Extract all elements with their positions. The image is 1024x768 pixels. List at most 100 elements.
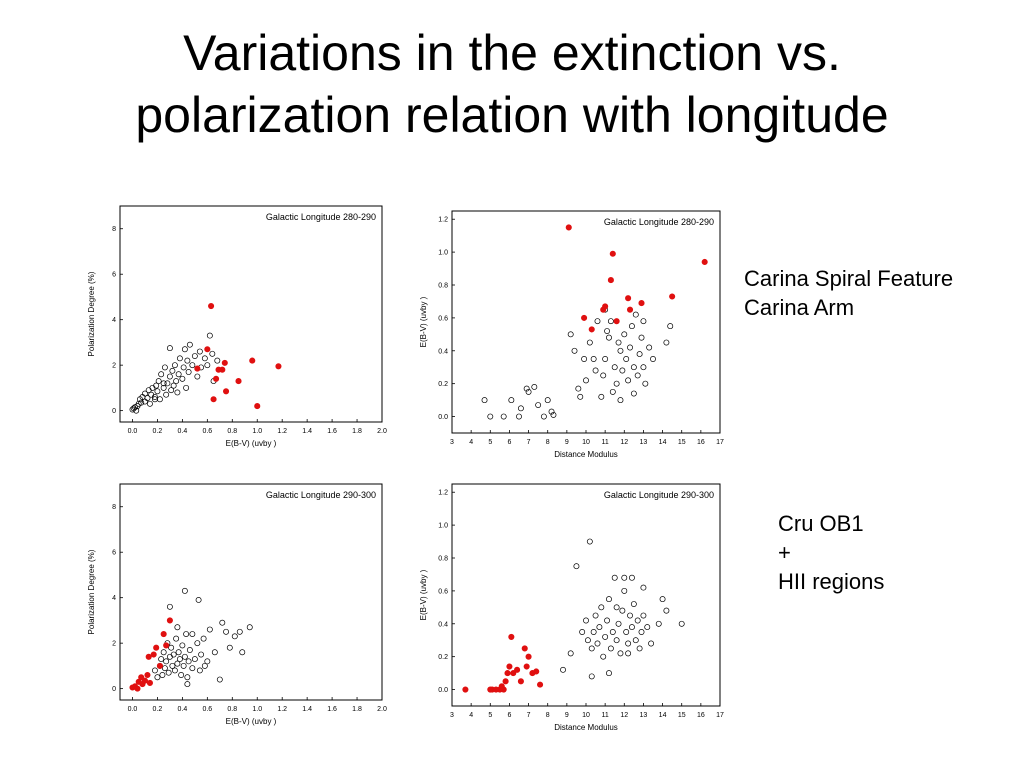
- data-point: [588, 645, 595, 652]
- data-point: [219, 619, 226, 626]
- data-point: [560, 666, 566, 673]
- data-point: [156, 396, 163, 403]
- data-point: [163, 391, 170, 398]
- data-point: [617, 347, 624, 354]
- data-point: [640, 584, 647, 591]
- y-tick-label: 0.4: [438, 621, 448, 628]
- data-point: [644, 624, 651, 631]
- x-tick-label: 0.2: [153, 706, 163, 713]
- data-point: [583, 617, 589, 624]
- x-tick-label: 9: [565, 712, 569, 719]
- carina-label-line1: Carina Spiral Feature: [744, 266, 954, 291]
- data-point: [214, 357, 221, 364]
- x-tick-label: 1.8: [352, 706, 362, 713]
- data-point: [194, 373, 201, 380]
- x-tick-label: 7: [527, 712, 531, 719]
- data-point-highlighted: [701, 258, 708, 266]
- data-point: [611, 574, 618, 581]
- x-tick-label: 14: [659, 439, 667, 446]
- y-tick-label: 0.8: [438, 556, 448, 563]
- data-point: [623, 356, 630, 362]
- scatter-chart-polarization-280-290: 0.0 0.2 0.4 0.6 0.8 1.0 1.2 1.4 1.6 1.8 2.0 0 2 4 6 8 Ga…: [87, 205, 387, 448]
- data-point: [586, 339, 593, 346]
- data-point: [195, 597, 202, 603]
- data-point: [183, 631, 190, 638]
- data-point: [174, 389, 181, 396]
- data-point-highlighted: [517, 678, 524, 685]
- data-point: [155, 378, 162, 385]
- data-point: [151, 396, 158, 403]
- y-tick-label: 4: [112, 595, 116, 602]
- chart-title: Galactic Longitude 280-290: [266, 212, 376, 222]
- data-point: [206, 626, 213, 633]
- data-point-highlighted: [613, 318, 620, 325]
- slide-title-line1: Variations in the extinction vs.: [183, 25, 841, 81]
- data-point: [544, 397, 551, 404]
- data-point: [636, 645, 643, 652]
- data-point: [191, 353, 198, 360]
- data-point: [663, 607, 670, 614]
- data-point: [619, 367, 626, 374]
- data-point: [667, 323, 674, 330]
- plot-frame: [119, 483, 383, 701]
- data-point-highlighted: [508, 633, 515, 640]
- x-axis-label: Distance Modulus: [554, 450, 618, 459]
- data-point: [621, 587, 628, 594]
- data-point-highlighted: [204, 346, 211, 353]
- data-point-highlighted: [638, 300, 645, 307]
- data-point-highlighted: [514, 666, 521, 673]
- scatter-chart-distance-290-300: 3 4 5 6 7 8 9 10 11 12 13 14 15 16 17 0.0 0.2 0.4 0.6 0.8 1.…: [419, 483, 724, 732]
- data-point: [194, 640, 201, 647]
- data-point: [196, 667, 203, 674]
- data-point: [161, 665, 168, 672]
- data-point: [600, 653, 607, 660]
- data-point: [602, 633, 609, 640]
- x-tick-label: 1.2: [277, 706, 287, 713]
- data-point: [678, 620, 685, 627]
- y-tick-label: 0.0: [438, 687, 448, 694]
- x-tick-label: 0.4: [178, 428, 188, 435]
- data-point: [600, 372, 607, 379]
- data-point-highlighted: [500, 686, 507, 693]
- data-point: [191, 656, 198, 663]
- x-tick-label: 8: [546, 439, 550, 446]
- data-point: [517, 405, 524, 412]
- x-tick-label: 5: [488, 712, 492, 719]
- data-point: [613, 637, 620, 644]
- data-point: [133, 407, 140, 414]
- data-point-highlighted: [156, 662, 163, 669]
- chart-title: Galactic Longitude 290-300: [266, 490, 376, 500]
- x-tick-label: 16: [697, 712, 705, 719]
- data-point: [201, 355, 208, 362]
- data-point: [609, 629, 616, 635]
- data-point: [189, 665, 196, 672]
- data-point: [185, 369, 192, 375]
- x-tick-label: 1.8: [352, 428, 362, 435]
- data-point: [175, 371, 182, 378]
- data-point: [487, 413, 494, 420]
- data-point: [630, 601, 637, 607]
- data-point: [516, 413, 522, 420]
- data-point: [632, 311, 639, 318]
- plot-frame: [119, 205, 383, 423]
- data-point: [540, 413, 547, 420]
- data-point: [184, 357, 191, 364]
- data-point: [141, 390, 148, 397]
- x-axis-label: E(B-V) (uvby ): [226, 717, 277, 726]
- data-point: [623, 629, 630, 635]
- data-point-highlighted: [145, 653, 152, 660]
- data-point: [604, 328, 611, 334]
- data-point: [180, 364, 187, 371]
- data-point: [531, 384, 538, 390]
- x-tick-label: 1.4: [302, 706, 312, 713]
- y-tick-label: 1.2: [438, 217, 448, 224]
- data-point: [523, 385, 530, 392]
- data-point: [577, 393, 584, 400]
- data-point: [209, 350, 216, 357]
- data-point: [481, 397, 488, 404]
- data-point-highlighted: [588, 326, 595, 333]
- data-point: [625, 377, 632, 384]
- data-point: [158, 656, 165, 663]
- x-tick-label: 0.0: [128, 428, 138, 435]
- data-point: [606, 670, 612, 677]
